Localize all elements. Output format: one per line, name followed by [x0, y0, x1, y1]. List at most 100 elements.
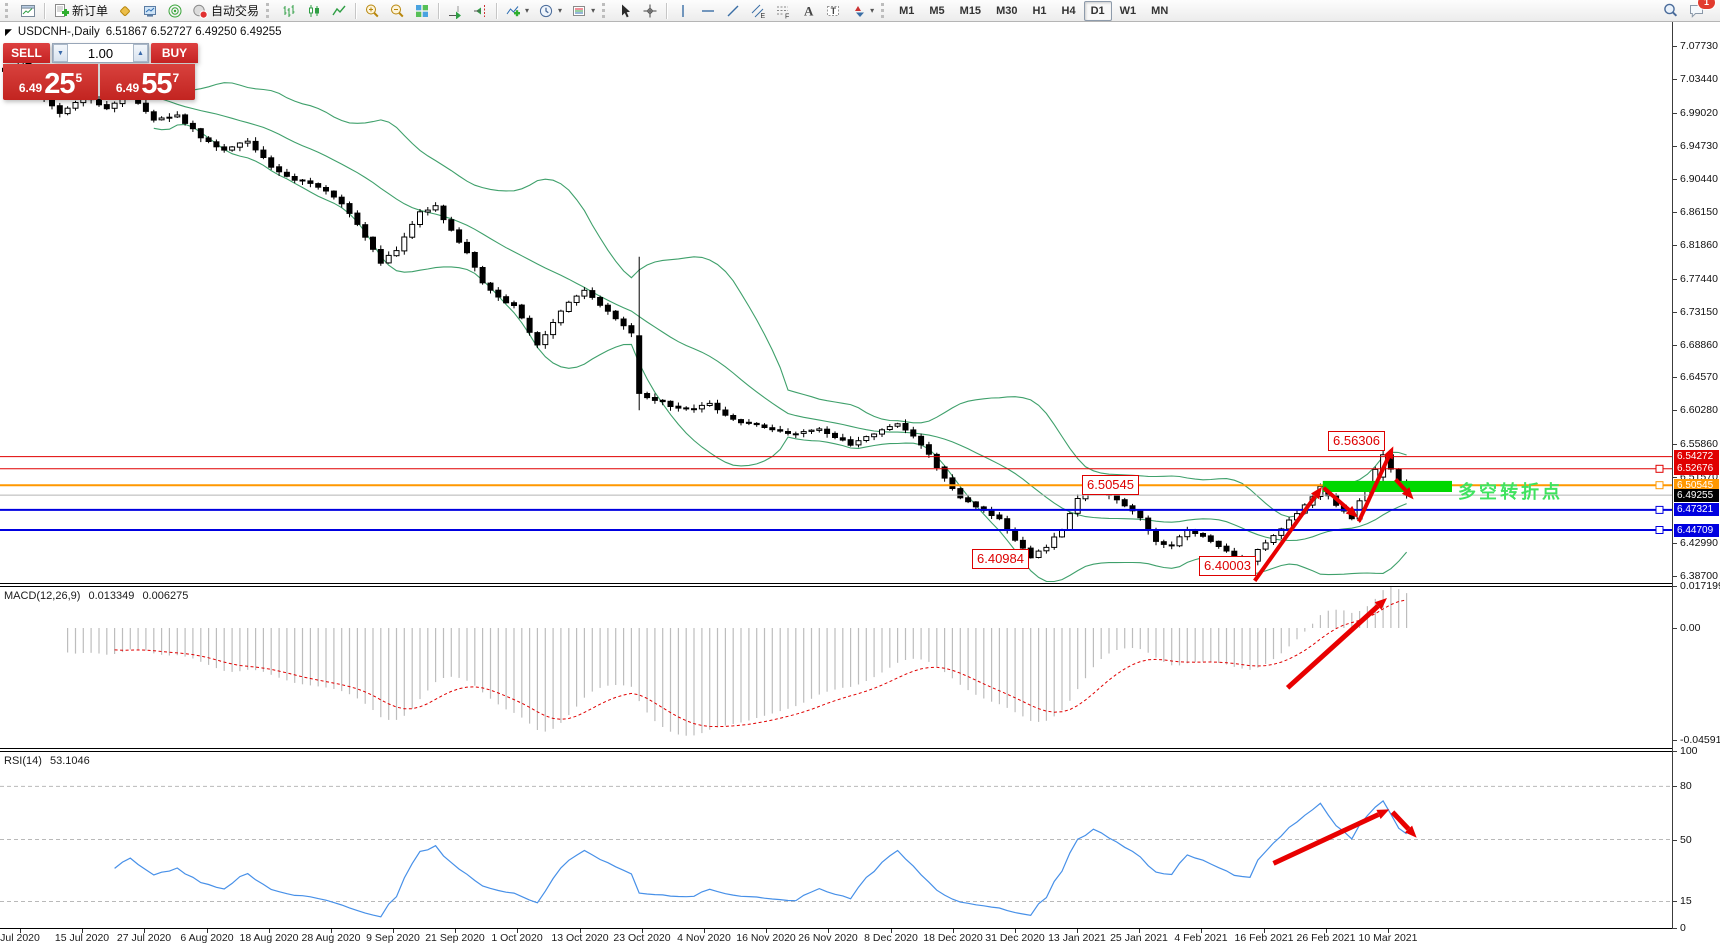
- indicators-button[interactable]: ▾: [501, 0, 533, 21]
- rsi-value: 53.1046: [49, 755, 90, 767]
- axis-tick-mark: [1673, 751, 1677, 752]
- auto-scroll-button[interactable]: [443, 0, 467, 21]
- date-label: 16 Feb 2021: [1234, 932, 1294, 944]
- channel-button[interactable]: E: [746, 0, 770, 21]
- notification-badge: 1: [1698, 0, 1715, 9]
- axis-tick-mark: [1673, 377, 1677, 378]
- rsi-panel[interactable]: RSI(14) 53.1046: [0, 751, 1673, 929]
- tile-windows-button[interactable]: [410, 0, 434, 21]
- vline-button[interactable]: [671, 0, 695, 21]
- turning-point-annotation[interactable]: 多空转折点: [1458, 482, 1563, 502]
- monitor-icon: [142, 3, 158, 19]
- price-callout-label[interactable]: 6.40984: [972, 549, 1029, 569]
- macd-panel[interactable]: MACD(12,26,9) 0.013349 0.006275: [0, 586, 1673, 749]
- timeframe-mn[interactable]: MN: [1151, 4, 1169, 17]
- price-tick-label: 6.86150: [1680, 206, 1718, 218]
- date-label: 13 Jan 2021: [1048, 932, 1106, 944]
- volume-increase-button[interactable]: ▲: [133, 44, 148, 62]
- new-order-button[interactable]: 新订单: [49, 0, 112, 21]
- toolbar: 新订单 自动交易 ▾ ▾ ▾ E F A T ▾ M1 M5 M15 M30 H1 H4 D1 W1 MN 1: [0, 0, 1720, 22]
- date-label: 25 Jan 2021: [1110, 932, 1168, 944]
- trendline-button[interactable]: [721, 0, 745, 21]
- notifications-button[interactable]: 1: [1684, 0, 1715, 21]
- zoom-out-button[interactable]: [385, 0, 409, 21]
- autotrading-button-label: 自动交易: [211, 4, 260, 18]
- arrows-button[interactable]: ▾: [846, 0, 878, 21]
- sell-price-panel[interactable]: 6.49 25 5: [3, 64, 98, 100]
- timeframe-m15[interactable]: M15: [959, 4, 982, 17]
- autotrading-button[interactable]: 自动交易: [188, 0, 263, 21]
- toolbar-separator: [355, 2, 357, 19]
- text-button[interactable]: A: [796, 0, 820, 21]
- buy-button[interactable]: BUY: [151, 43, 198, 63]
- price-axis[interactable]: 7.07730 7.03440 6.99020 6.94730 6.90440 6.861…: [1672, 22, 1720, 934]
- label-button[interactable]: T: [821, 0, 845, 21]
- zoom-in-button[interactable]: [360, 0, 384, 21]
- autotrading-icon: [192, 3, 208, 19]
- axis-tick-mark: [1673, 586, 1677, 587]
- chart-title-symbol: USDCNH-,Daily: [17, 26, 100, 38]
- timeframe-h1[interactable]: H1: [1032, 4, 1047, 17]
- cursor-button[interactable]: [613, 0, 637, 21]
- signals-button[interactable]: [163, 0, 187, 21]
- volume-decrease-button[interactable]: ▼: [53, 44, 68, 62]
- date-tick-mark: [144, 929, 145, 933]
- axis-tick-mark: [1673, 444, 1677, 445]
- signal-icon: [167, 3, 183, 19]
- price-callout-label[interactable]: 6.40003: [1199, 556, 1256, 576]
- cursor-icon: [617, 3, 633, 19]
- sell-button[interactable]: SELL: [3, 43, 50, 63]
- date-label: 27 Jul 2020: [116, 932, 172, 944]
- date-tick-mark: [269, 929, 270, 933]
- metaeditor-button[interactable]: [113, 0, 137, 21]
- search-button[interactable]: [1658, 0, 1683, 21]
- timeframe-w1[interactable]: W1: [1119, 4, 1137, 17]
- main-chart-panel[interactable]: [0, 22, 1673, 584]
- axis-tick-mark: [1673, 928, 1677, 929]
- timeframe-m1[interactable]: M1: [899, 4, 915, 17]
- date-tick-mark: [393, 929, 394, 933]
- toolbar-grip: [602, 3, 608, 18]
- date-axis[interactable]: Jul 2020 15 Jul 2020 27 Jul 2020 6 Aug 2020…: [0, 929, 1673, 944]
- fibonacci-button[interactable]: F: [771, 0, 795, 21]
- bar-chart-button[interactable]: [277, 0, 301, 21]
- hline-button[interactable]: [696, 0, 720, 21]
- metaeditor-icon: [117, 3, 133, 19]
- timeframe-m30[interactable]: M30: [996, 4, 1018, 17]
- timeframe-d1[interactable]: D1: [1083, 0, 1112, 21]
- timeframe-h4[interactable]: H4: [1061, 4, 1076, 17]
- templates-button[interactable]: ▾: [567, 0, 599, 21]
- axis-tick-mark: [1673, 312, 1677, 313]
- rsi-label: RSI(14) 53.1046: [4, 755, 90, 767]
- price-tag: 6.47321: [1674, 503, 1719, 516]
- buy-price-panel[interactable]: 6.49 55 7: [100, 64, 195, 100]
- chart-window-button[interactable]: [16, 0, 40, 21]
- date-label: 13 Oct 2020: [551, 932, 609, 944]
- vline-icon: [675, 3, 691, 19]
- svg-text:F: F: [785, 13, 789, 19]
- candle-chart-button[interactable]: [302, 0, 326, 21]
- date-label: 16 Nov 2020: [736, 932, 796, 944]
- price-tick-label: 6.90440: [1680, 173, 1718, 185]
- axis-tick-mark: [1673, 345, 1677, 346]
- crosshair-button[interactable]: [638, 0, 662, 21]
- line-chart-button[interactable]: [327, 0, 351, 21]
- new-order-icon: [53, 3, 69, 19]
- chart-title: ◤ USDCNH-,Daily 6.51867 6.52727 6.49250 …: [5, 26, 282, 38]
- date-tick-mark: [331, 929, 332, 933]
- price-tag: 6.49255: [1674, 489, 1719, 502]
- price-tick-label: 6.55860: [1680, 438, 1718, 450]
- price-callout-label[interactable]: 6.50545: [1082, 475, 1139, 495]
- market-watch-button[interactable]: [138, 0, 162, 21]
- timeframe-m5[interactable]: M5: [929, 4, 945, 17]
- axis-tick-mark: [1673, 477, 1677, 478]
- macd-tick-label: 0.017199: [1680, 580, 1720, 592]
- candle-chart-icon: [306, 3, 322, 19]
- chart-title-ohlc: 6.51867 6.52727 6.49250 6.49255: [105, 26, 282, 38]
- rsi-name: RSI(14): [4, 755, 42, 767]
- date-label: 10 Mar 2021: [1358, 932, 1418, 944]
- chart-shift-button[interactable]: [468, 0, 492, 21]
- periods-button[interactable]: ▾: [534, 0, 566, 21]
- volume-input[interactable]: 1.00: [87, 45, 114, 61]
- price-callout-label[interactable]: 6.56306: [1328, 431, 1385, 451]
